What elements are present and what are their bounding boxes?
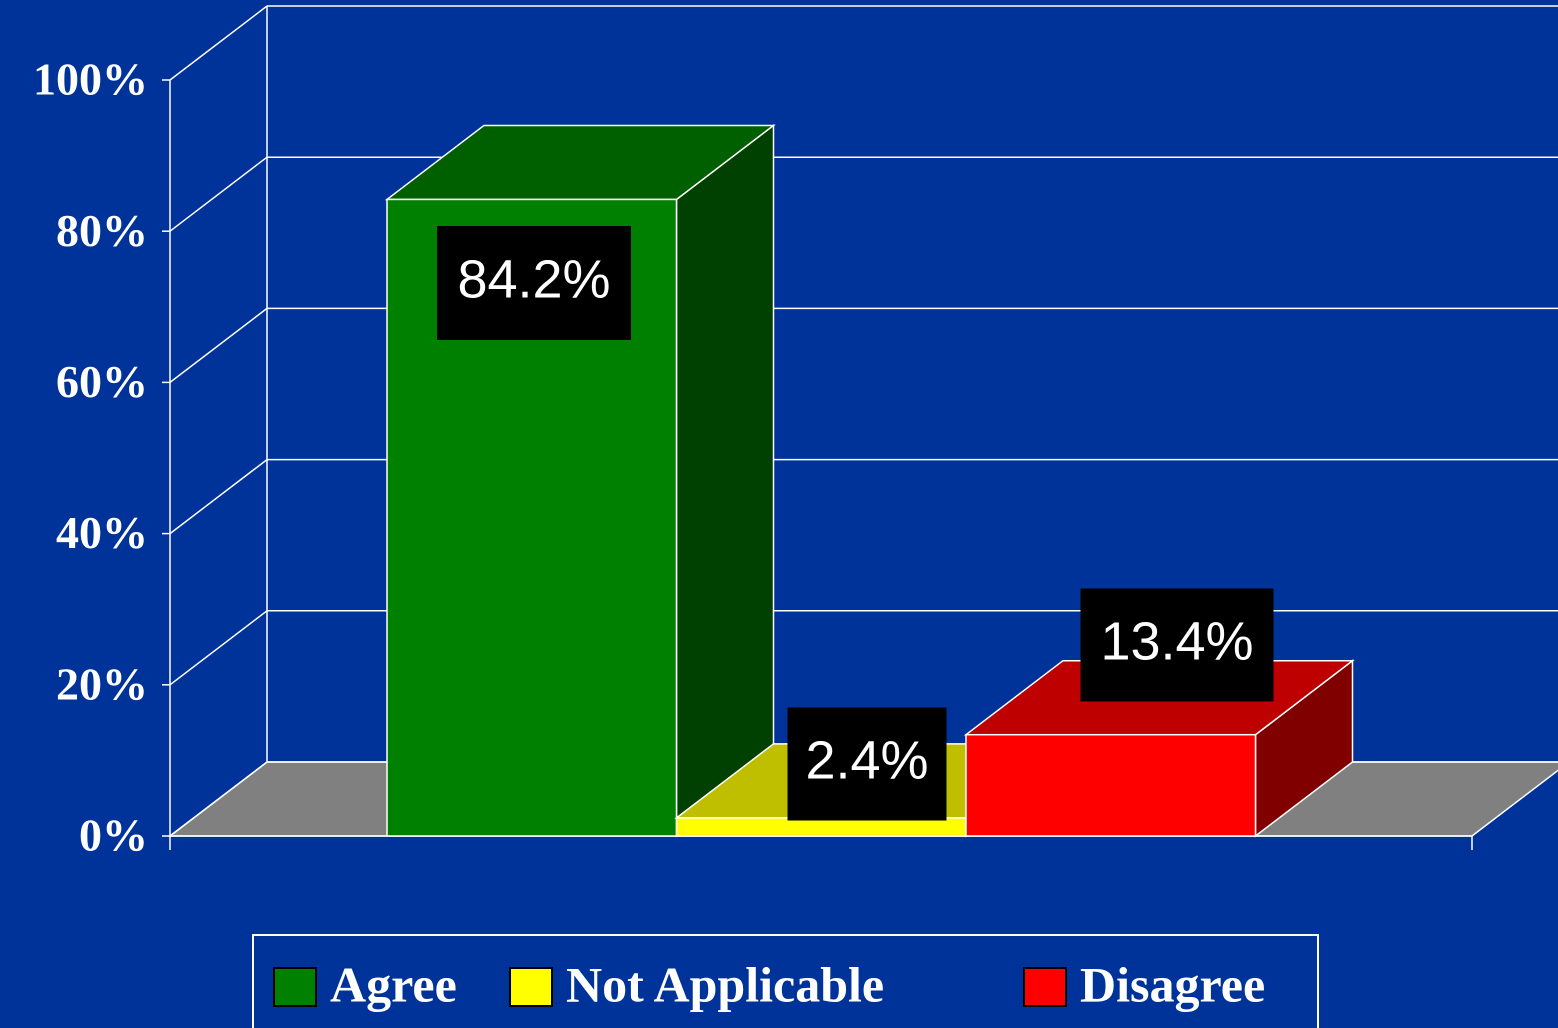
value-label-box: [437, 226, 631, 340]
y-tick-label: 60%: [56, 356, 148, 407]
legend-label: Disagree: [1080, 956, 1265, 1012]
y-tick-label: 80%: [56, 205, 148, 256]
grid-line: [169, 307, 268, 383]
grid-line: [169, 156, 268, 232]
y-tick-label: 20%: [56, 658, 148, 709]
legend-label: Not Applicable: [566, 956, 884, 1012]
value-label-box: [787, 707, 947, 821]
grid-line: [169, 610, 268, 686]
bar: [675, 817, 967, 837]
value-label: 2.4%: [805, 730, 928, 790]
bar-side: [675, 123, 775, 838]
y-tick-label: 0%: [79, 810, 148, 861]
value-label-box: [1080, 588, 1274, 702]
legend-swatch: [273, 967, 317, 1007]
value-label: 84.2%: [457, 249, 610, 309]
y-tick-label: 40%: [56, 507, 148, 558]
bar: [965, 733, 1257, 837]
legend-swatch: [509, 967, 553, 1007]
legend-box: [252, 934, 1319, 1028]
grid-line: [169, 5, 268, 81]
legend-label: Agree: [330, 956, 457, 1012]
legend-swatch: [1023, 967, 1067, 1007]
grid-line: [169, 459, 268, 535]
y-tick-label: 100%: [33, 54, 148, 105]
value-label: 13.4%: [1100, 611, 1253, 671]
grid-line: [169, 761, 268, 837]
